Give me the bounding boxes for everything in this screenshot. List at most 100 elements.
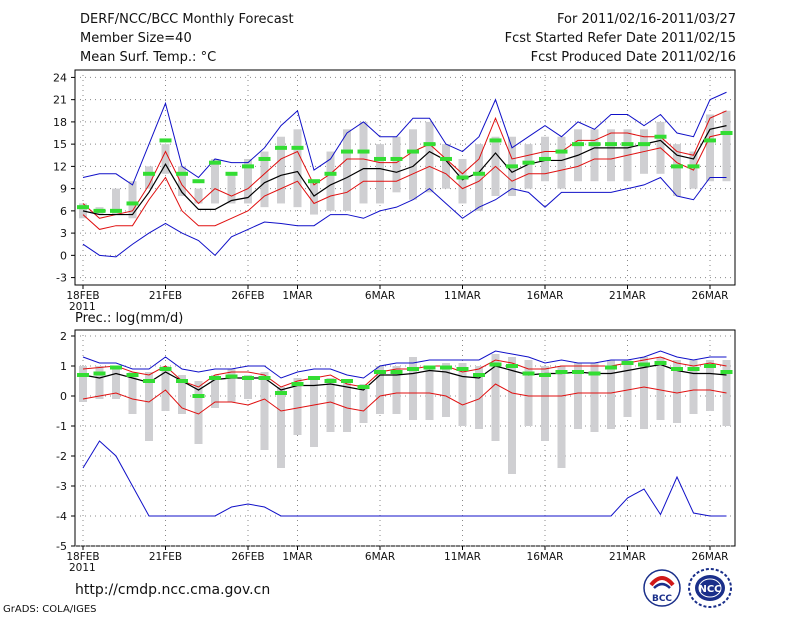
observed-marker	[605, 365, 617, 370]
spread-box	[706, 360, 714, 411]
y-tick-label: 21	[53, 94, 67, 107]
spread-box	[79, 366, 87, 402]
y-tick-label: 24	[53, 71, 67, 84]
observed-marker	[242, 164, 254, 169]
started-date: Fcst Started Refer Date 2011/02/15	[504, 31, 736, 46]
observed-marker	[588, 142, 601, 147]
spread-box	[178, 375, 186, 414]
spread-box	[293, 378, 302, 435]
spread-box	[442, 363, 450, 417]
x-tick-label: 26FEB	[231, 551, 264, 563]
spread-box	[458, 363, 467, 426]
observed-marker	[720, 370, 733, 374]
observed-marker	[390, 370, 403, 374]
y-tick-label: 2	[60, 330, 67, 343]
observed-marker	[110, 208, 122, 213]
spread-box	[442, 144, 450, 189]
observed-marker	[506, 164, 518, 169]
observed-marker	[275, 391, 287, 395]
observed-marker	[357, 385, 370, 389]
observed-marker	[77, 205, 89, 210]
observed-marker	[473, 373, 485, 377]
observed-marker	[143, 379, 155, 383]
series-line-min	[82, 440, 727, 517]
observed-marker	[456, 367, 469, 371]
spread-box	[689, 360, 698, 414]
observed-marker	[572, 370, 584, 374]
x-tick-label: 11MAR	[444, 551, 481, 563]
observed-marker	[671, 367, 683, 371]
observed-marker	[423, 365, 436, 370]
spread-box	[310, 378, 318, 447]
source-url[interactable]: http://cmdp.ncc.cma.gov.cn	[75, 582, 271, 598]
observed-marker	[654, 361, 667, 365]
spread-box	[392, 136, 401, 193]
spread-box	[590, 129, 599, 182]
x-tick-label: 18FEB	[66, 551, 99, 563]
spread-box	[607, 360, 615, 429]
series-line-mean	[82, 125, 727, 216]
observed-marker	[176, 379, 188, 383]
spread-box	[178, 166, 186, 197]
observed-marker	[93, 208, 106, 213]
observed-marker	[489, 362, 502, 367]
spread-box	[458, 158, 467, 204]
observed-marker	[192, 179, 205, 184]
observed-marker	[588, 371, 601, 376]
series-line-min	[82, 176, 727, 258]
spread-box	[112, 188, 120, 215]
y-tick-label: -1	[56, 420, 67, 433]
series-line-upper	[82, 110, 727, 219]
spread-box	[425, 121, 434, 193]
spread-box	[128, 181, 137, 219]
observed-marker	[456, 175, 469, 180]
spread-box	[145, 166, 153, 189]
x-tick-label: 26MAR	[692, 551, 729, 563]
y-tick-label: 0	[60, 249, 67, 262]
observed-marker	[374, 156, 386, 161]
observed-marker	[341, 149, 353, 154]
observed-marker	[638, 142, 650, 147]
variable-label: Mean Surf. Temp.: °C	[80, 50, 217, 65]
spread-box	[359, 384, 368, 423]
series-line-lower	[82, 383, 727, 415]
spread-box	[227, 369, 236, 402]
observed-marker	[126, 201, 139, 206]
observed-marker	[209, 160, 221, 165]
series-line-upper	[82, 356, 727, 388]
observed-marker	[440, 365, 452, 370]
series-line-lower	[82, 132, 727, 230]
observed-marker	[687, 164, 700, 169]
spread-box	[491, 354, 500, 441]
spread-box	[557, 136, 566, 189]
spread-box	[145, 372, 153, 441]
observed-marker	[522, 160, 535, 165]
observed-marker	[522, 371, 535, 376]
observed-marker	[258, 156, 271, 161]
spread-box	[706, 114, 714, 182]
x-tick-label: 21FEB	[149, 290, 182, 302]
produced-date: Fcst Produced Date 2011/02/16	[530, 50, 736, 65]
x-tick-label: 16MAR	[527, 290, 564, 302]
y-tick-label: -4	[56, 510, 67, 523]
spread-box	[392, 366, 401, 414]
observed-marker	[638, 362, 650, 367]
year-label: 2011	[69, 562, 96, 574]
x-tick-label: 6MAR	[365, 290, 395, 302]
spread-box	[227, 173, 236, 204]
observed-marker	[407, 367, 419, 371]
spread-box	[194, 188, 203, 204]
ncc-logo-text: NCC	[698, 584, 721, 595]
spread-box	[623, 360, 632, 417]
forecast-period: For 2011/02/16-2011/03/27	[557, 12, 736, 27]
spread-box	[194, 381, 203, 444]
observed-marker	[704, 364, 716, 368]
x-tick-label: 6MAR	[365, 551, 395, 563]
observed-marker	[291, 145, 304, 150]
observed-marker	[572, 142, 584, 147]
y-tick-label: -3	[56, 480, 67, 493]
member-size: Member Size=40	[80, 31, 192, 46]
spread-box	[376, 366, 384, 414]
x-tick-label: 16MAR	[527, 551, 564, 563]
observed-marker	[621, 142, 634, 147]
